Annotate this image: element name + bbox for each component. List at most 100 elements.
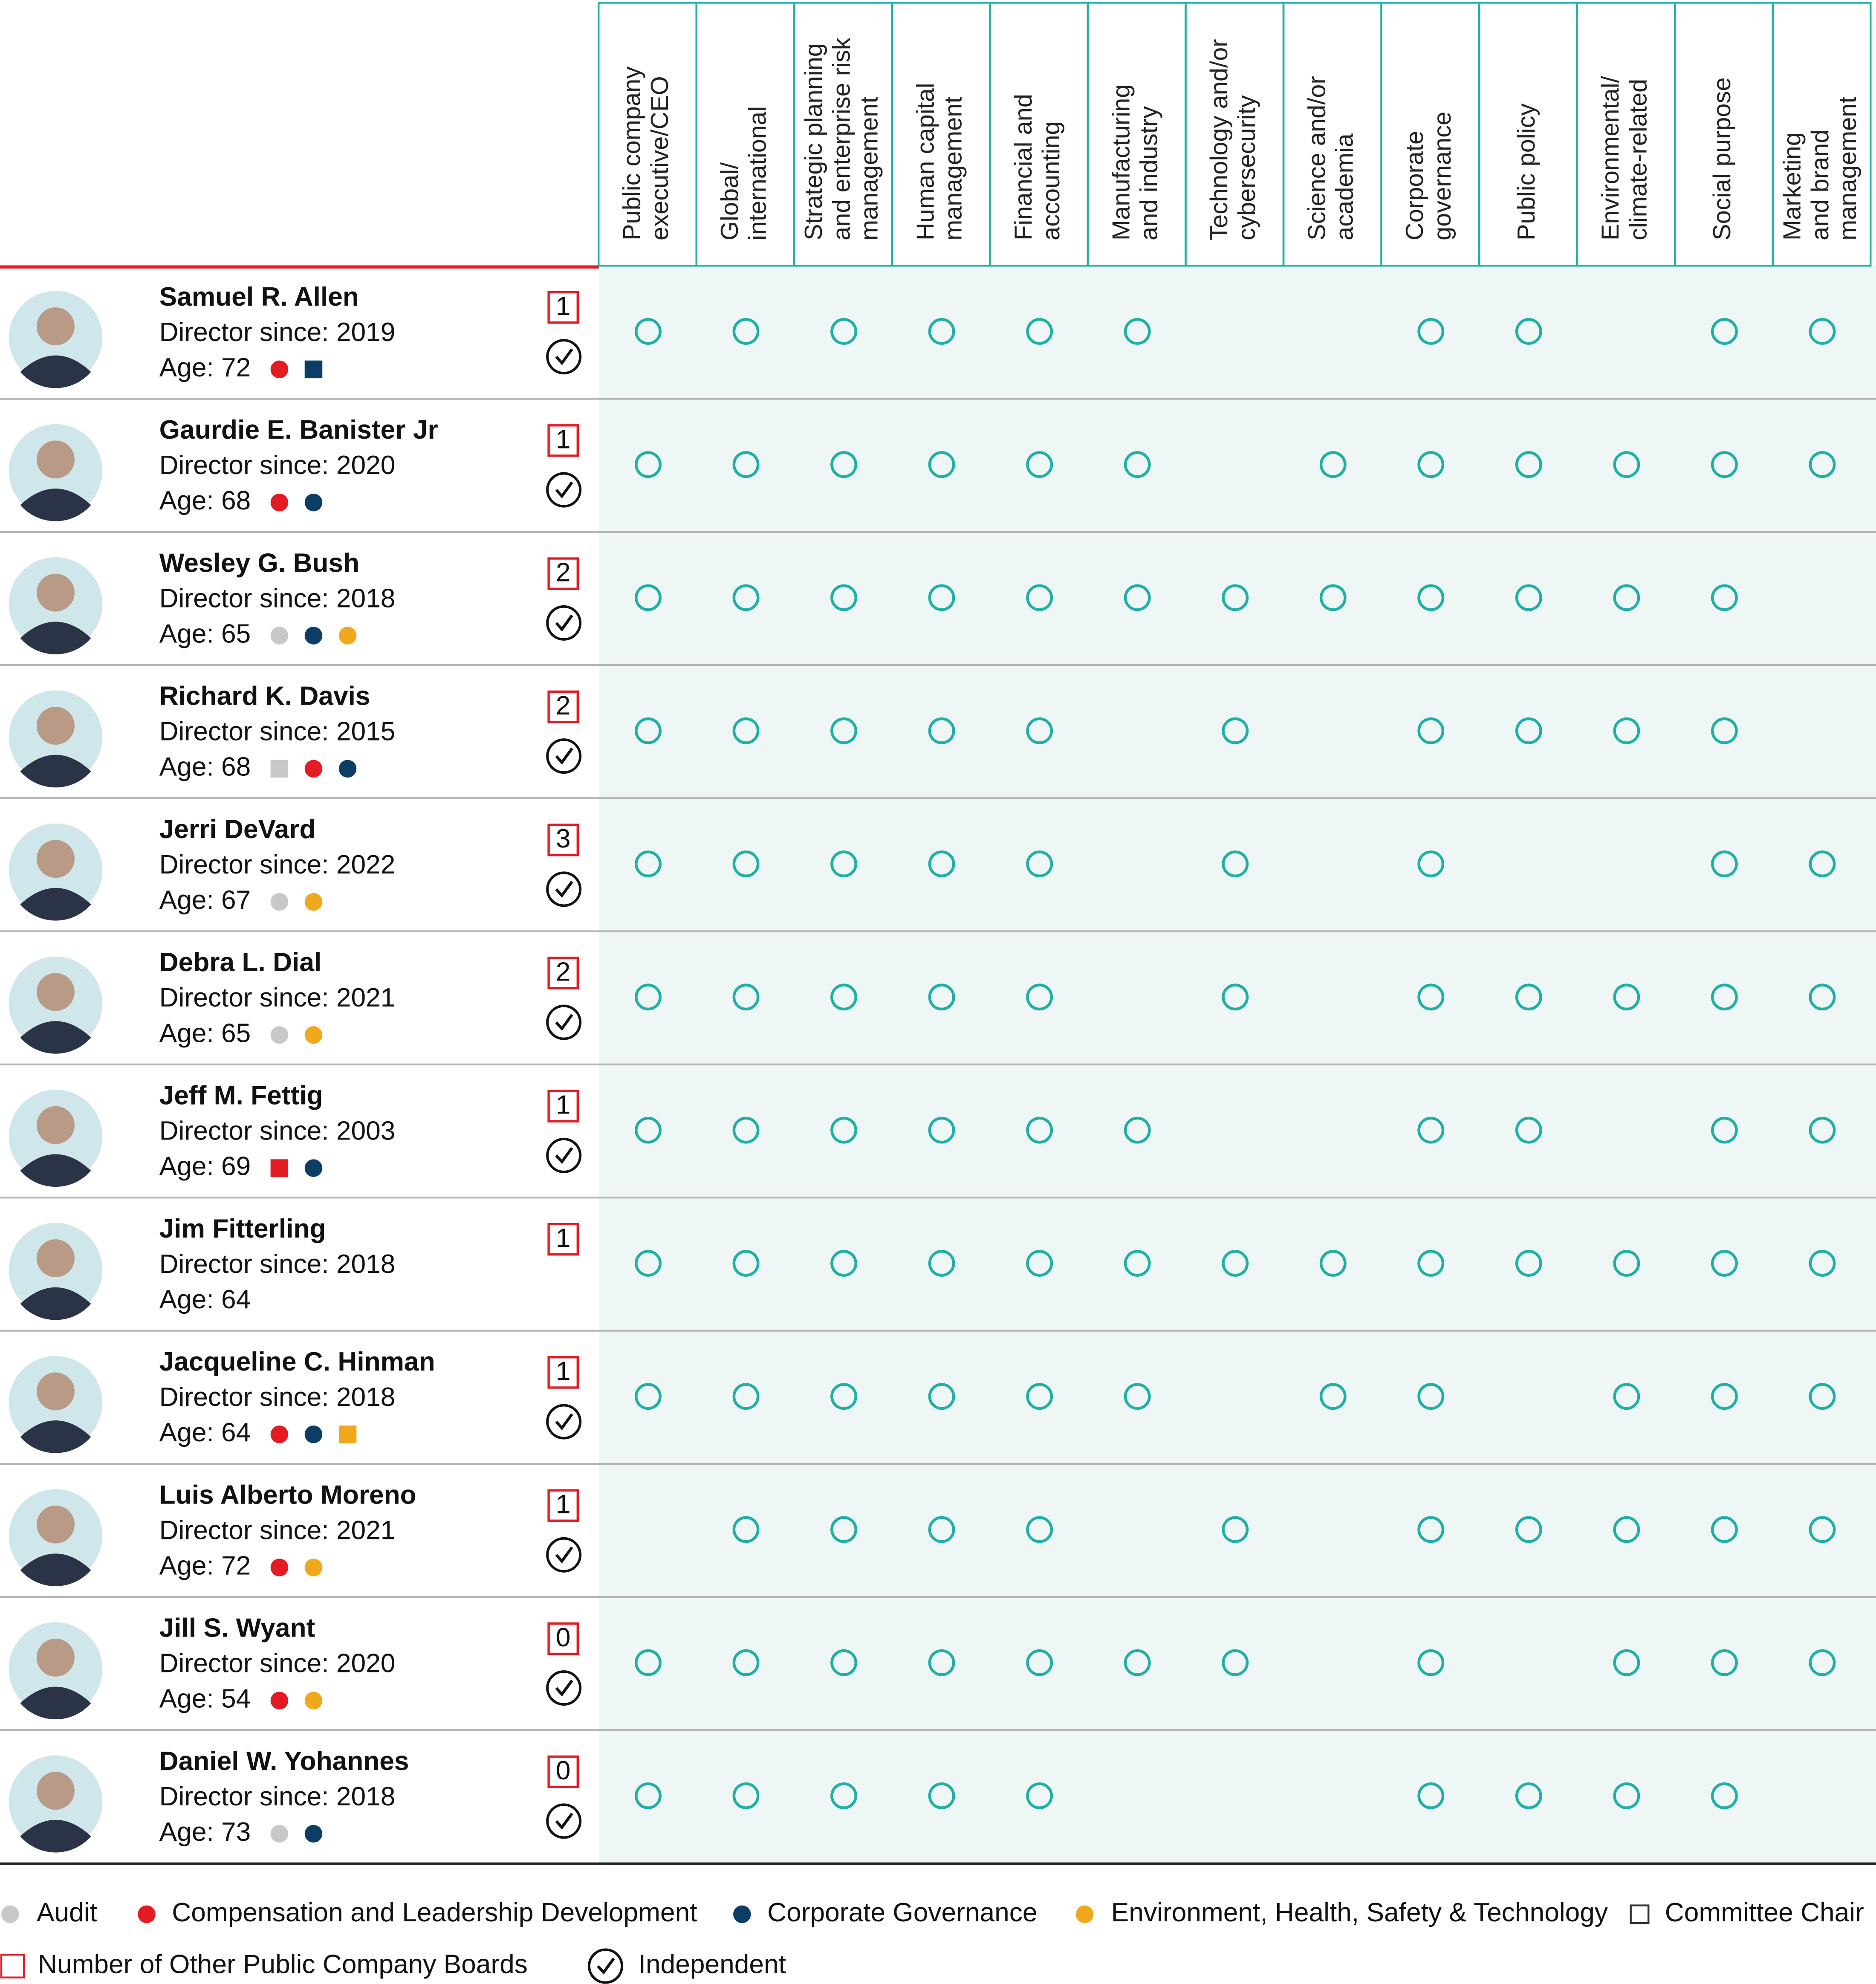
photo-head <box>37 1106 75 1144</box>
skill-mark <box>732 1116 760 1144</box>
skill-mark <box>830 318 857 345</box>
skill-mark <box>635 318 662 345</box>
skill-mark <box>732 451 760 478</box>
skill-mark <box>1711 983 1738 1011</box>
committee-mark <box>304 1692 323 1709</box>
independent-mark-tick <box>555 1813 573 1830</box>
skill-mark <box>1613 983 1640 1011</box>
column-header: management <box>1834 96 1862 240</box>
director-age: Age: 72 <box>159 353 251 382</box>
skill-mark <box>732 1782 760 1809</box>
skill-mark <box>830 1249 857 1277</box>
boards-box <box>547 1755 579 1788</box>
photo-body <box>20 1021 91 1054</box>
skill-mark <box>1222 983 1249 1011</box>
skill-mark <box>1417 1383 1445 1410</box>
director-since: Director since: 2020 <box>159 1649 396 1678</box>
boards-count: 1 <box>556 1356 571 1386</box>
column-header: Financial and <box>1010 94 1037 240</box>
boards-count: 1 <box>556 1223 571 1253</box>
skill-mark <box>1417 717 1445 744</box>
independent-mark <box>546 1137 582 1173</box>
skill-mark <box>1417 850 1445 878</box>
director-since: Director since: 2018 <box>159 1249 396 1279</box>
column-header: Manufacturing <box>1107 84 1135 240</box>
committee-mark <box>338 627 357 645</box>
photo-head <box>37 973 75 1011</box>
skill-mark <box>928 584 955 611</box>
skill-mark <box>1026 717 1053 744</box>
committee-mark <box>304 1026 323 1044</box>
skill-mark <box>1222 1249 1249 1277</box>
column-header: Public company <box>619 67 646 240</box>
legend-label: Committee Chair <box>1665 1898 1864 1927</box>
skill-mark <box>830 1116 857 1144</box>
boards-box <box>547 1223 579 1256</box>
skill-mark <box>635 1782 662 1809</box>
skill-mark <box>635 1249 662 1277</box>
photo-head <box>37 1772 75 1810</box>
column-header: Marketing <box>1779 132 1806 240</box>
director-age: Age: 65 <box>159 619 251 648</box>
skill-mark <box>1417 584 1445 611</box>
legend-label: Environment, Health, Safety & Technology <box>1111 1898 1608 1927</box>
column-header: climate-related <box>1625 79 1652 240</box>
independent-mark-tick <box>555 881 573 898</box>
skill-mark <box>732 717 760 744</box>
boards-count: 1 <box>556 292 571 321</box>
independent-mark-tick <box>555 1147 573 1164</box>
director-since: Director since: 2021 <box>159 983 396 1012</box>
photo-body <box>20 755 91 788</box>
photo-body <box>20 1819 91 1853</box>
legend-square <box>1630 1904 1650 1924</box>
committee-mark <box>270 1559 289 1576</box>
director-age: Age: 72 <box>159 1551 251 1580</box>
boards-count: 0 <box>556 1756 571 1785</box>
skill-mark <box>1809 1249 1836 1277</box>
photo-body <box>20 1420 91 1453</box>
director-age: Age: 64 <box>159 1285 251 1314</box>
skill-mark <box>635 451 662 478</box>
director-name: Jeff M. Fettig <box>159 1081 323 1110</box>
boards-box <box>547 690 579 723</box>
independent-mark <box>546 1404 582 1440</box>
skill-mark <box>830 1383 857 1410</box>
column-header: management <box>856 96 883 240</box>
director-name: Samuel R. Allen <box>159 282 359 312</box>
boards-count: 1 <box>556 425 571 454</box>
skill-mark <box>635 850 662 878</box>
legend-check <box>588 1948 624 1984</box>
independent-mark-tick <box>555 1413 573 1431</box>
skill-mark <box>1026 1649 1053 1676</box>
committee-mark <box>270 360 289 379</box>
skill-mark <box>1417 318 1445 345</box>
boards-box <box>547 557 579 590</box>
skill-mark <box>928 850 955 878</box>
skill-mark <box>1417 451 1445 478</box>
column-header: Technology and/or <box>1205 39 1233 240</box>
photo-head <box>37 307 75 346</box>
skill-mark <box>1124 1649 1151 1676</box>
skill-mark <box>1124 584 1151 611</box>
skill-mark <box>1711 1383 1738 1410</box>
boards-count: 1 <box>556 1090 571 1120</box>
skill-mark <box>732 1383 760 1410</box>
independent-mark <box>546 1803 582 1839</box>
legend-label: Compensation and Leadership Development <box>172 1898 697 1927</box>
skill-mark <box>1417 983 1445 1011</box>
skill-mark <box>830 584 857 611</box>
legend-label: Number of Other Public Company Boards <box>38 1949 528 1979</box>
skill-mark <box>1319 1383 1347 1410</box>
committee-mark <box>270 493 289 512</box>
skill-mark <box>830 983 857 1011</box>
column-header: and brand <box>1807 130 1834 240</box>
column-header: Public policy <box>1513 104 1540 240</box>
column-header: and enterprise risk <box>828 38 855 240</box>
column-header-box <box>1772 2 1872 267</box>
skill-mark <box>635 717 662 744</box>
skill-mark <box>1711 1782 1738 1809</box>
director-age: Age: 68 <box>159 752 251 782</box>
column-header: cybersecurity <box>1233 95 1260 240</box>
